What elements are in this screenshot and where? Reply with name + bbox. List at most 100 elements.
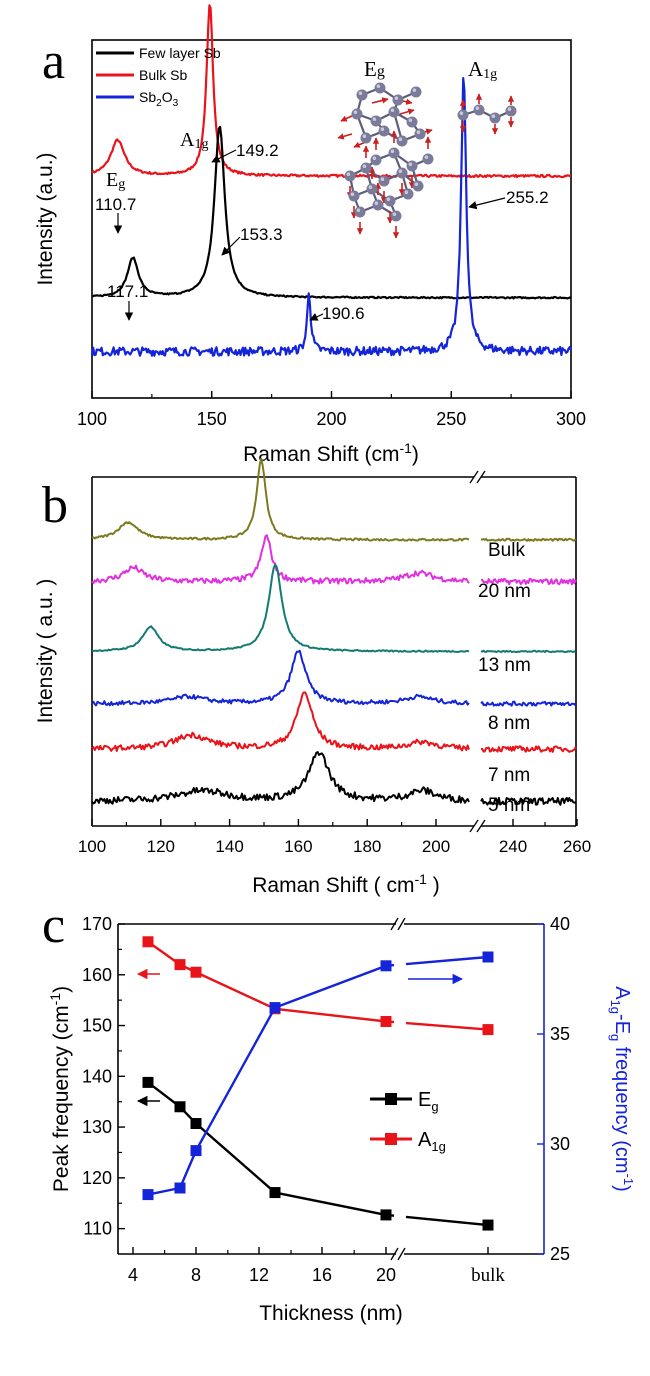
x-tick-label-c-16: 16 bbox=[312, 1265, 332, 1285]
atom-highlight bbox=[374, 201, 379, 205]
panel-b: b 100 120 140 160 180 200 240 260 Bulk 20 nm 13… bbox=[34, 457, 591, 897]
atom bbox=[384, 195, 396, 207]
lattice-eg-bottom-icon bbox=[344, 130, 434, 239]
atom bbox=[410, 86, 422, 98]
spectrum-8-nm-seg0 bbox=[91, 649, 470, 707]
legend-marker-a1g bbox=[385, 1133, 397, 1145]
atom bbox=[402, 188, 414, 200]
peak-arrow-153-3 bbox=[221, 236, 241, 256]
legend-label-sb2o3: Sb2O3 bbox=[139, 89, 179, 109]
x-tick-label-b-100: 100 bbox=[78, 837, 106, 856]
marker-a1g-eg-bulk bbox=[482, 951, 494, 963]
spectrum-20-nm-seg0 bbox=[91, 534, 470, 585]
y-left-tick-label-150: 150 bbox=[82, 1016, 112, 1036]
atom-highlight bbox=[392, 212, 397, 216]
marker-eg-5 bbox=[142, 1076, 154, 1088]
vibration-arrow bbox=[371, 97, 389, 104]
y-left-tick-label-140: 140 bbox=[82, 1066, 112, 1086]
atom-highlight bbox=[414, 182, 419, 186]
atom-highlight bbox=[408, 118, 413, 122]
label-20nm: 20 nm bbox=[478, 581, 531, 602]
segment-eg bbox=[274, 1191, 387, 1217]
atom-highlight bbox=[416, 130, 421, 134]
segment-a1g bbox=[274, 1007, 387, 1023]
lattice-eg-top-icon bbox=[337, 82, 433, 148]
x-axis-label-a: Raman Shift (cm-1) bbox=[243, 440, 419, 466]
vibration-arrow bbox=[337, 133, 353, 140]
atom-highlight bbox=[368, 185, 373, 189]
atom bbox=[396, 135, 408, 147]
atom-highlight bbox=[380, 127, 385, 131]
x-tick-label-a-250: 250 bbox=[436, 409, 466, 429]
peak-arrow-190-6 bbox=[309, 313, 324, 321]
atom bbox=[370, 154, 382, 166]
y-left-tick-label-110: 110 bbox=[83, 1219, 112, 1239]
series-c bbox=[142, 936, 494, 1231]
spectrum-5-nm-seg1 bbox=[480, 796, 576, 806]
x-tick-label-c-8: 8 bbox=[191, 1265, 201, 1285]
atom bbox=[356, 89, 368, 101]
panel-letter-a: a bbox=[42, 33, 65, 90]
atom bbox=[354, 206, 366, 218]
atom-highlight bbox=[424, 155, 429, 159]
atom-highlight bbox=[475, 106, 480, 110]
atom bbox=[388, 106, 400, 118]
y-axis-label-left-c: Peak frequency (cm-1) bbox=[47, 986, 73, 1192]
marker-a1g-eg-20 bbox=[380, 960, 392, 972]
x-tick-label-b-160: 160 bbox=[284, 837, 312, 856]
curves-b bbox=[91, 457, 577, 806]
mode-label-eg-peak: Eg bbox=[106, 169, 125, 192]
legend-label-eg: Eg bbox=[418, 1089, 439, 1114]
legend-a: Few layer Sb Bulk Sb Sb2O3 bbox=[96, 45, 221, 109]
segment-a1g-eg bbox=[194, 1007, 277, 1152]
marker-eg-8 bbox=[190, 1118, 202, 1130]
spectrum-bulk-seg1 bbox=[480, 537, 577, 542]
legend-label-bulk: Bulk Sb bbox=[139, 67, 187, 83]
y-right-tick-label-25: 25 bbox=[550, 1244, 570, 1264]
legend-c: Eg A1g bbox=[370, 1089, 446, 1154]
panel-letter-c: c bbox=[42, 897, 65, 954]
marker-a1g-eg-7 bbox=[174, 1182, 186, 1194]
marker-eg-7 bbox=[174, 1101, 186, 1113]
x-tick-label-b-180: 180 bbox=[353, 837, 381, 856]
vibration-arrow bbox=[399, 108, 415, 115]
atom-highlight bbox=[346, 172, 351, 176]
segment-a1g-eg bbox=[274, 964, 387, 1009]
y-left-tick-label-160: 160 bbox=[82, 965, 112, 985]
atom-highlight bbox=[398, 169, 403, 173]
x-tick-label-b-200: 200 bbox=[422, 837, 450, 856]
x-tick-label-b-240: 240 bbox=[499, 837, 527, 856]
atom-highlight bbox=[408, 162, 413, 166]
marker-a1g-8 bbox=[190, 966, 202, 978]
atom bbox=[489, 112, 501, 124]
marker-a1g-eg-13 bbox=[269, 1002, 281, 1014]
x-tick-label-c-bulk: bulk bbox=[471, 1265, 505, 1286]
marker-a1g-20 bbox=[380, 1015, 392, 1027]
spectrum-bulk-sb bbox=[91, 4, 572, 179]
plot-frame-c bbox=[117, 917, 545, 1261]
marker-eg-13 bbox=[269, 1187, 281, 1199]
marker-a1g-5 bbox=[142, 936, 154, 948]
atom bbox=[360, 162, 372, 174]
label-bulk: Bulk bbox=[488, 540, 525, 561]
x-tick-label-b-260: 260 bbox=[563, 837, 591, 856]
x-tick-label-a-300: 300 bbox=[556, 409, 586, 429]
spectrum-few-layer-sb bbox=[91, 125, 571, 300]
atom bbox=[473, 104, 485, 116]
x-tick-label-a-100: 100 bbox=[77, 409, 107, 429]
atom bbox=[348, 190, 360, 202]
spectrum-20-nm-seg1 bbox=[480, 577, 577, 586]
lattice-a1g-icon bbox=[457, 93, 517, 135]
atom bbox=[366, 183, 378, 195]
spectrum-7-nm-seg0 bbox=[91, 691, 470, 752]
panel-a: a 100 150 200 250 300 Few layer Sb Bulk Sb S… bbox=[34, 4, 586, 466]
x-ticks-b: 100 120 140 160 180 200 240 260 bbox=[78, 819, 591, 856]
atom bbox=[396, 167, 408, 179]
peak-label-117-1: 117.1 bbox=[107, 282, 148, 301]
atom-highlight bbox=[353, 110, 358, 114]
atom bbox=[388, 147, 400, 159]
atom bbox=[374, 82, 386, 94]
ticks-c: 4 8 12 16 20 bulk 110 120 130 140 150 160 170 25 30 35 4… bbox=[82, 914, 570, 1286]
spectrum-13-nm-seg1 bbox=[480, 649, 577, 654]
label-5nm: 5 nm bbox=[488, 795, 530, 816]
